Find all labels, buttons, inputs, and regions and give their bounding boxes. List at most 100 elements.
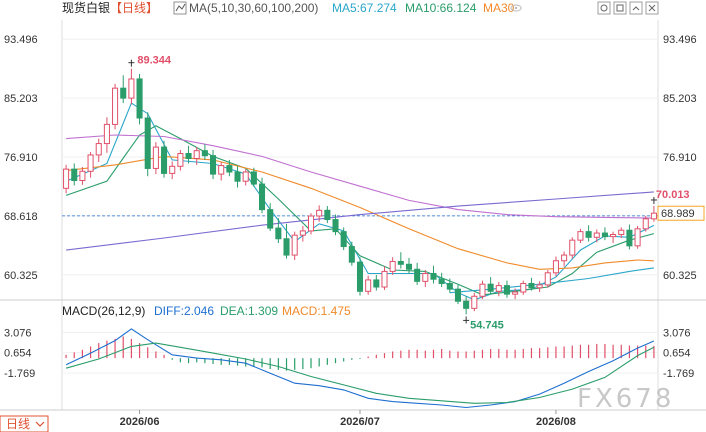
candle-body <box>177 153 184 167</box>
candle-body <box>210 155 217 175</box>
price-tick-left: 76.910 <box>4 152 38 164</box>
candlestick-icon[interactable] <box>173 1 187 15</box>
candle <box>430 265 437 284</box>
candle <box>544 269 551 288</box>
candle-body <box>71 168 78 182</box>
candle <box>250 167 257 187</box>
candle-body <box>552 260 559 274</box>
candle-body <box>585 231 592 238</box>
candle <box>495 282 502 297</box>
candle <box>618 227 625 239</box>
candle <box>381 266 388 290</box>
candle-body <box>95 143 102 156</box>
ma10-line <box>65 125 655 296</box>
candle <box>79 167 86 185</box>
candle <box>552 256 559 277</box>
price-tick-right: 85.203 <box>663 93 697 105</box>
candle-body <box>610 233 617 238</box>
candle-body <box>650 212 657 220</box>
candle-body <box>405 263 413 270</box>
candle-body <box>626 229 633 247</box>
candle <box>193 147 200 165</box>
candle <box>454 284 462 305</box>
candle-body <box>267 209 274 229</box>
candle-body <box>307 215 315 232</box>
candle-body <box>218 165 225 175</box>
eye-icon[interactable] <box>510 4 522 12</box>
candle-body <box>299 230 306 236</box>
candle-body <box>258 183 266 211</box>
period-label[interactable]: 【日线】 <box>110 1 158 15</box>
candle-body <box>332 219 339 233</box>
price-tick-left: 93.496 <box>4 34 38 46</box>
candle-body <box>618 229 625 235</box>
candle <box>528 277 535 291</box>
candle-body <box>324 209 331 221</box>
candle <box>144 112 151 177</box>
candle <box>463 296 470 315</box>
candle-body <box>128 78 135 99</box>
candle <box>128 68 135 105</box>
candle-body <box>544 272 551 286</box>
candle <box>87 152 94 178</box>
macd-tick-left: 0.654 <box>4 348 32 360</box>
dea-line <box>65 342 655 404</box>
candle <box>446 278 453 293</box>
candle-body <box>438 278 445 284</box>
candle <box>332 214 339 236</box>
candle-body <box>430 273 437 280</box>
candle-body <box>381 270 388 288</box>
candle <box>601 227 608 241</box>
candle-body <box>634 228 641 247</box>
candle-body <box>536 284 543 289</box>
candle <box>414 262 421 285</box>
candle-body <box>87 154 94 172</box>
candle-body <box>283 238 290 256</box>
period-button[interactable]: 日线 <box>0 415 49 432</box>
macd-value: MACD:1.475 <box>282 304 351 318</box>
candle-body <box>201 150 208 157</box>
candle-body <box>471 295 478 309</box>
candle-body <box>414 268 421 282</box>
settings-icon[interactable] <box>597 1 611 15</box>
price-tick-right: 76.910 <box>663 152 697 164</box>
candle <box>348 241 355 266</box>
macd-label: MACD(26,12,9) <box>62 304 145 318</box>
candle <box>593 229 600 243</box>
expand-icon[interactable] <box>629 1 643 15</box>
window-icon[interactable] <box>613 1 627 15</box>
candle-body <box>446 282 453 290</box>
candle <box>95 138 102 163</box>
diff-line <box>65 328 655 409</box>
close-icon[interactable] <box>645 1 659 15</box>
low-label: 54.745 <box>470 319 504 331</box>
candle <box>536 281 543 292</box>
candle-body <box>569 239 576 256</box>
candle-body <box>275 227 282 240</box>
candle-body <box>601 232 608 238</box>
candle <box>397 252 404 269</box>
candle <box>307 213 315 235</box>
candle <box>161 140 168 178</box>
candle <box>226 159 233 177</box>
candle <box>120 75 127 104</box>
x-tick-label: 2026/06 <box>120 416 160 428</box>
candle-body <box>397 260 404 265</box>
price-tick-right: 93.496 <box>663 34 697 46</box>
candle <box>389 257 396 275</box>
candle <box>512 288 519 300</box>
candle-body <box>291 234 298 256</box>
x-tick-label: 2026/07 <box>340 416 380 428</box>
candle <box>267 203 274 231</box>
candle <box>577 228 584 243</box>
high-label: 89.344 <box>137 55 172 67</box>
candle <box>71 163 78 186</box>
price-tick-left: 85.203 <box>4 93 38 105</box>
candle <box>112 83 119 130</box>
period-button-label: 日线 <box>6 417 30 431</box>
ma30-value: MA30 <box>483 1 515 15</box>
candle <box>520 280 527 295</box>
candle <box>422 269 429 288</box>
candle <box>634 225 641 249</box>
